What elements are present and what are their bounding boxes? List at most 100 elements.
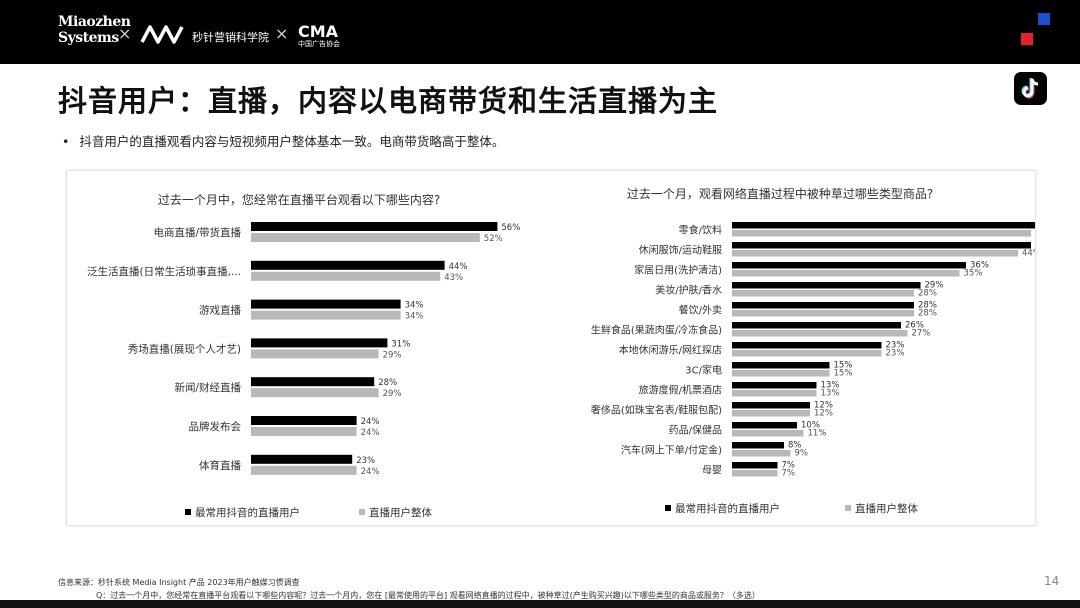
data-label: 44% (1022, 249, 1035, 259)
legend-label: 直播用户整体 (855, 502, 918, 515)
bar (251, 388, 379, 398)
data-label: 31% (391, 339, 410, 349)
bar (732, 302, 914, 309)
brand-square-blue (1038, 13, 1050, 25)
bar (732, 442, 784, 449)
data-label: 35% (964, 269, 983, 279)
category-label: 药品/保健品 (669, 423, 722, 436)
bar (732, 310, 914, 317)
category-label: 汽车(网上下单/付定金) (621, 443, 722, 456)
data-label: 44% (449, 262, 468, 272)
category-label: 家居日用(洗护清洁) (634, 263, 722, 276)
bar (732, 450, 791, 457)
category-label: 母婴 (702, 464, 722, 476)
data-label: 13% (821, 389, 840, 399)
category-label: 体育直播 (199, 459, 241, 472)
data-label: 24% (361, 417, 380, 427)
bar (732, 270, 960, 277)
category-label: 奢侈品(如珠宝名表/鞋服包配) (591, 403, 722, 416)
bar (251, 454, 353, 464)
legend-label: 最常用抖音的直播用户 (675, 502, 780, 515)
bar (732, 390, 817, 397)
data-label: 9% (795, 449, 809, 459)
cma-logo: CMA 中国广告协会 (298, 22, 340, 49)
bar (732, 290, 914, 297)
category-label: 秀场直播(展现个人才艺) (128, 342, 241, 355)
academy-logo-mark (140, 25, 184, 44)
source-note: 信息来源：秒针系统 Media Insight 产品 2023年用户触媒习惯调查 (58, 578, 300, 587)
chart-title: 过去一个月，观看网络直播过程中被种草过哪些类型商品? (627, 186, 933, 201)
legend-label: 最常用抖音的直播用户 (195, 506, 300, 519)
data-label: 29% (383, 350, 402, 360)
data-label: 23% (886, 349, 905, 359)
bar (251, 427, 357, 436)
bar (732, 222, 1035, 229)
bar (732, 362, 830, 369)
bar (732, 470, 778, 477)
data-label: 52% (484, 234, 503, 244)
category-label: 新闻/财经直播 (174, 381, 241, 394)
bottom-bar (0, 600, 1080, 608)
data-label: 12% (814, 401, 833, 411)
bar (251, 416, 357, 425)
bar (251, 338, 388, 348)
bar (251, 222, 498, 231)
legend-swatch (845, 505, 851, 511)
category-label: 零食/饮料 (679, 223, 722, 236)
data-label: 28% (378, 378, 397, 388)
category-label: 游戏直播 (199, 304, 241, 317)
data-label: 15% (834, 369, 853, 379)
legend-label: 直播用户整体 (369, 506, 432, 519)
academy-logo-text: 秒针营销科学院 (192, 31, 269, 44)
data-label: 15% (834, 361, 853, 371)
data-label: 29% (383, 389, 402, 399)
bar (251, 310, 401, 320)
data-label: 12% (814, 409, 833, 419)
data-label: 10% (801, 421, 820, 431)
data-label: 28% (918, 301, 937, 311)
data-label: 24% (361, 428, 380, 438)
data-label: 23% (886, 341, 905, 351)
bar (251, 349, 379, 359)
bar (251, 299, 401, 309)
bar (251, 271, 441, 281)
category-label: 电商直播/带货直播 (153, 226, 241, 239)
bar (732, 250, 1018, 257)
bar (732, 342, 882, 349)
chart-panel: 过去一个月中，您经常在直播平台观看以下哪些内容? 电商直播/带货直播 56% 52% 泛… (66, 170, 1036, 526)
legend-swatch (185, 509, 191, 515)
data-label: 24% (361, 467, 380, 477)
data-label: 43% (444, 273, 463, 283)
logo-separator: × (275, 24, 289, 43)
bar (251, 465, 357, 475)
data-label: 36% (970, 261, 989, 271)
data-label: 34% (405, 312, 424, 322)
miaozhen-logo: Miaozhen Systems (58, 14, 131, 46)
category-label: 泛生活直播(日常生活琐事直播,... (87, 265, 241, 278)
bar (251, 260, 445, 270)
data-label: 27% (912, 329, 931, 339)
data-label: 56% (501, 223, 520, 233)
data-label: 34% (405, 301, 424, 311)
bar (732, 322, 901, 329)
cma-logo-text: CMA (298, 22, 339, 41)
category-label: 美妆/护肤/香水 (655, 283, 722, 296)
legend-swatch (359, 509, 365, 515)
category-label: 生鲜食品(果蔬肉蛋/冷冻食品) (591, 323, 722, 336)
category-label: 旅游度假/机票酒店 (639, 383, 722, 396)
data-label: 7% (782, 469, 796, 479)
bar (732, 430, 804, 437)
bar (732, 330, 908, 337)
logo-separator: × (118, 24, 132, 43)
chart-title: 过去一个月中，您经常在直播平台观看以下哪些内容? (158, 192, 440, 207)
bar (732, 462, 778, 469)
bar (732, 402, 810, 409)
question-note: Q：过去一个月中，您经常在直播平台观看以下哪些内容呢？过去一个月内，您在 [最常… (96, 591, 760, 600)
data-label: 13% (821, 381, 840, 391)
category-label: 品牌发布会 (189, 420, 242, 433)
data-label: 29% (925, 281, 944, 291)
brand-square-red (1021, 33, 1033, 45)
bar (732, 410, 810, 417)
category-label: 本地休闲游乐/网红探店 (619, 343, 722, 356)
bar (732, 262, 966, 269)
